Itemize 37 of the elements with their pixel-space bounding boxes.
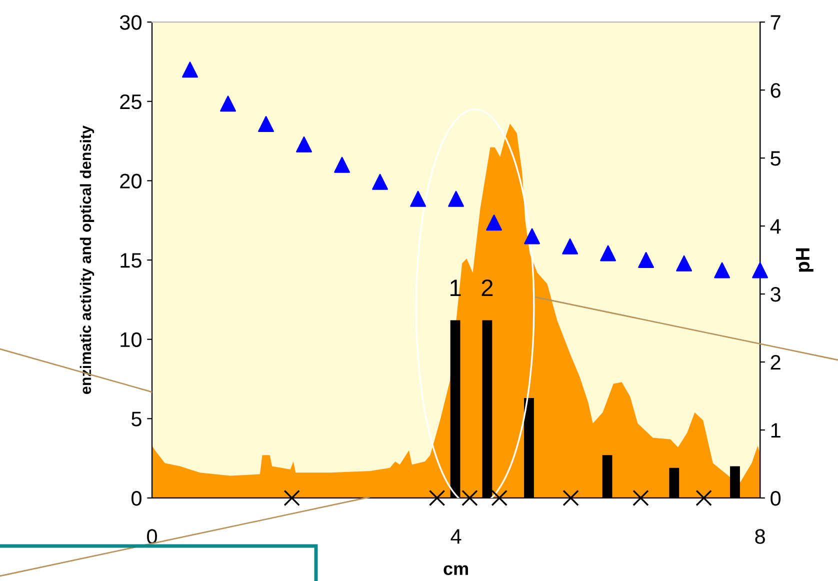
point <box>334 156 350 173</box>
point <box>562 238 578 254</box>
point <box>182 62 198 78</box>
point <box>372 174 388 190</box>
y2-axis-title: pH <box>796 248 814 272</box>
y2-tick-label: 2 <box>770 355 780 370</box>
point <box>220 96 236 112</box>
y-tick-label: 25 <box>120 94 142 110</box>
y2-tick-label: 3 <box>770 287 780 302</box>
y2-tick-label: 0 <box>770 490 781 506</box>
y-tick-label: 15 <box>120 253 142 268</box>
point <box>752 262 768 278</box>
y-tick-label: 20 <box>120 174 142 188</box>
point <box>714 262 730 278</box>
point <box>486 214 502 231</box>
y-axis-title: enzimatic activity and optical density <box>80 126 94 394</box>
x-tick-label: 4 <box>450 529 462 544</box>
point <box>410 190 426 207</box>
y2-tick-label: 5 <box>770 151 780 166</box>
y2-tick-label: 1 <box>771 423 780 438</box>
annotation: 2 <box>482 279 493 296</box>
point <box>600 245 616 262</box>
x-axis-title: cm <box>444 565 468 576</box>
point <box>258 116 274 132</box>
y-tick-label: 30 <box>120 15 142 30</box>
x-tick-label: 8 <box>755 529 765 544</box>
point <box>448 190 464 207</box>
point <box>638 252 654 268</box>
point <box>296 136 312 152</box>
y-tick-label: 10 <box>120 332 142 348</box>
point <box>524 228 540 244</box>
y2-tick-label: 6 <box>770 83 780 98</box>
y-tick-label: 5 <box>132 412 142 426</box>
y2-tick-label: 4 <box>770 219 781 234</box>
point <box>676 255 692 272</box>
y2-tick-label: 7 <box>770 15 780 30</box>
y-tick-label: 0 <box>132 490 142 506</box>
